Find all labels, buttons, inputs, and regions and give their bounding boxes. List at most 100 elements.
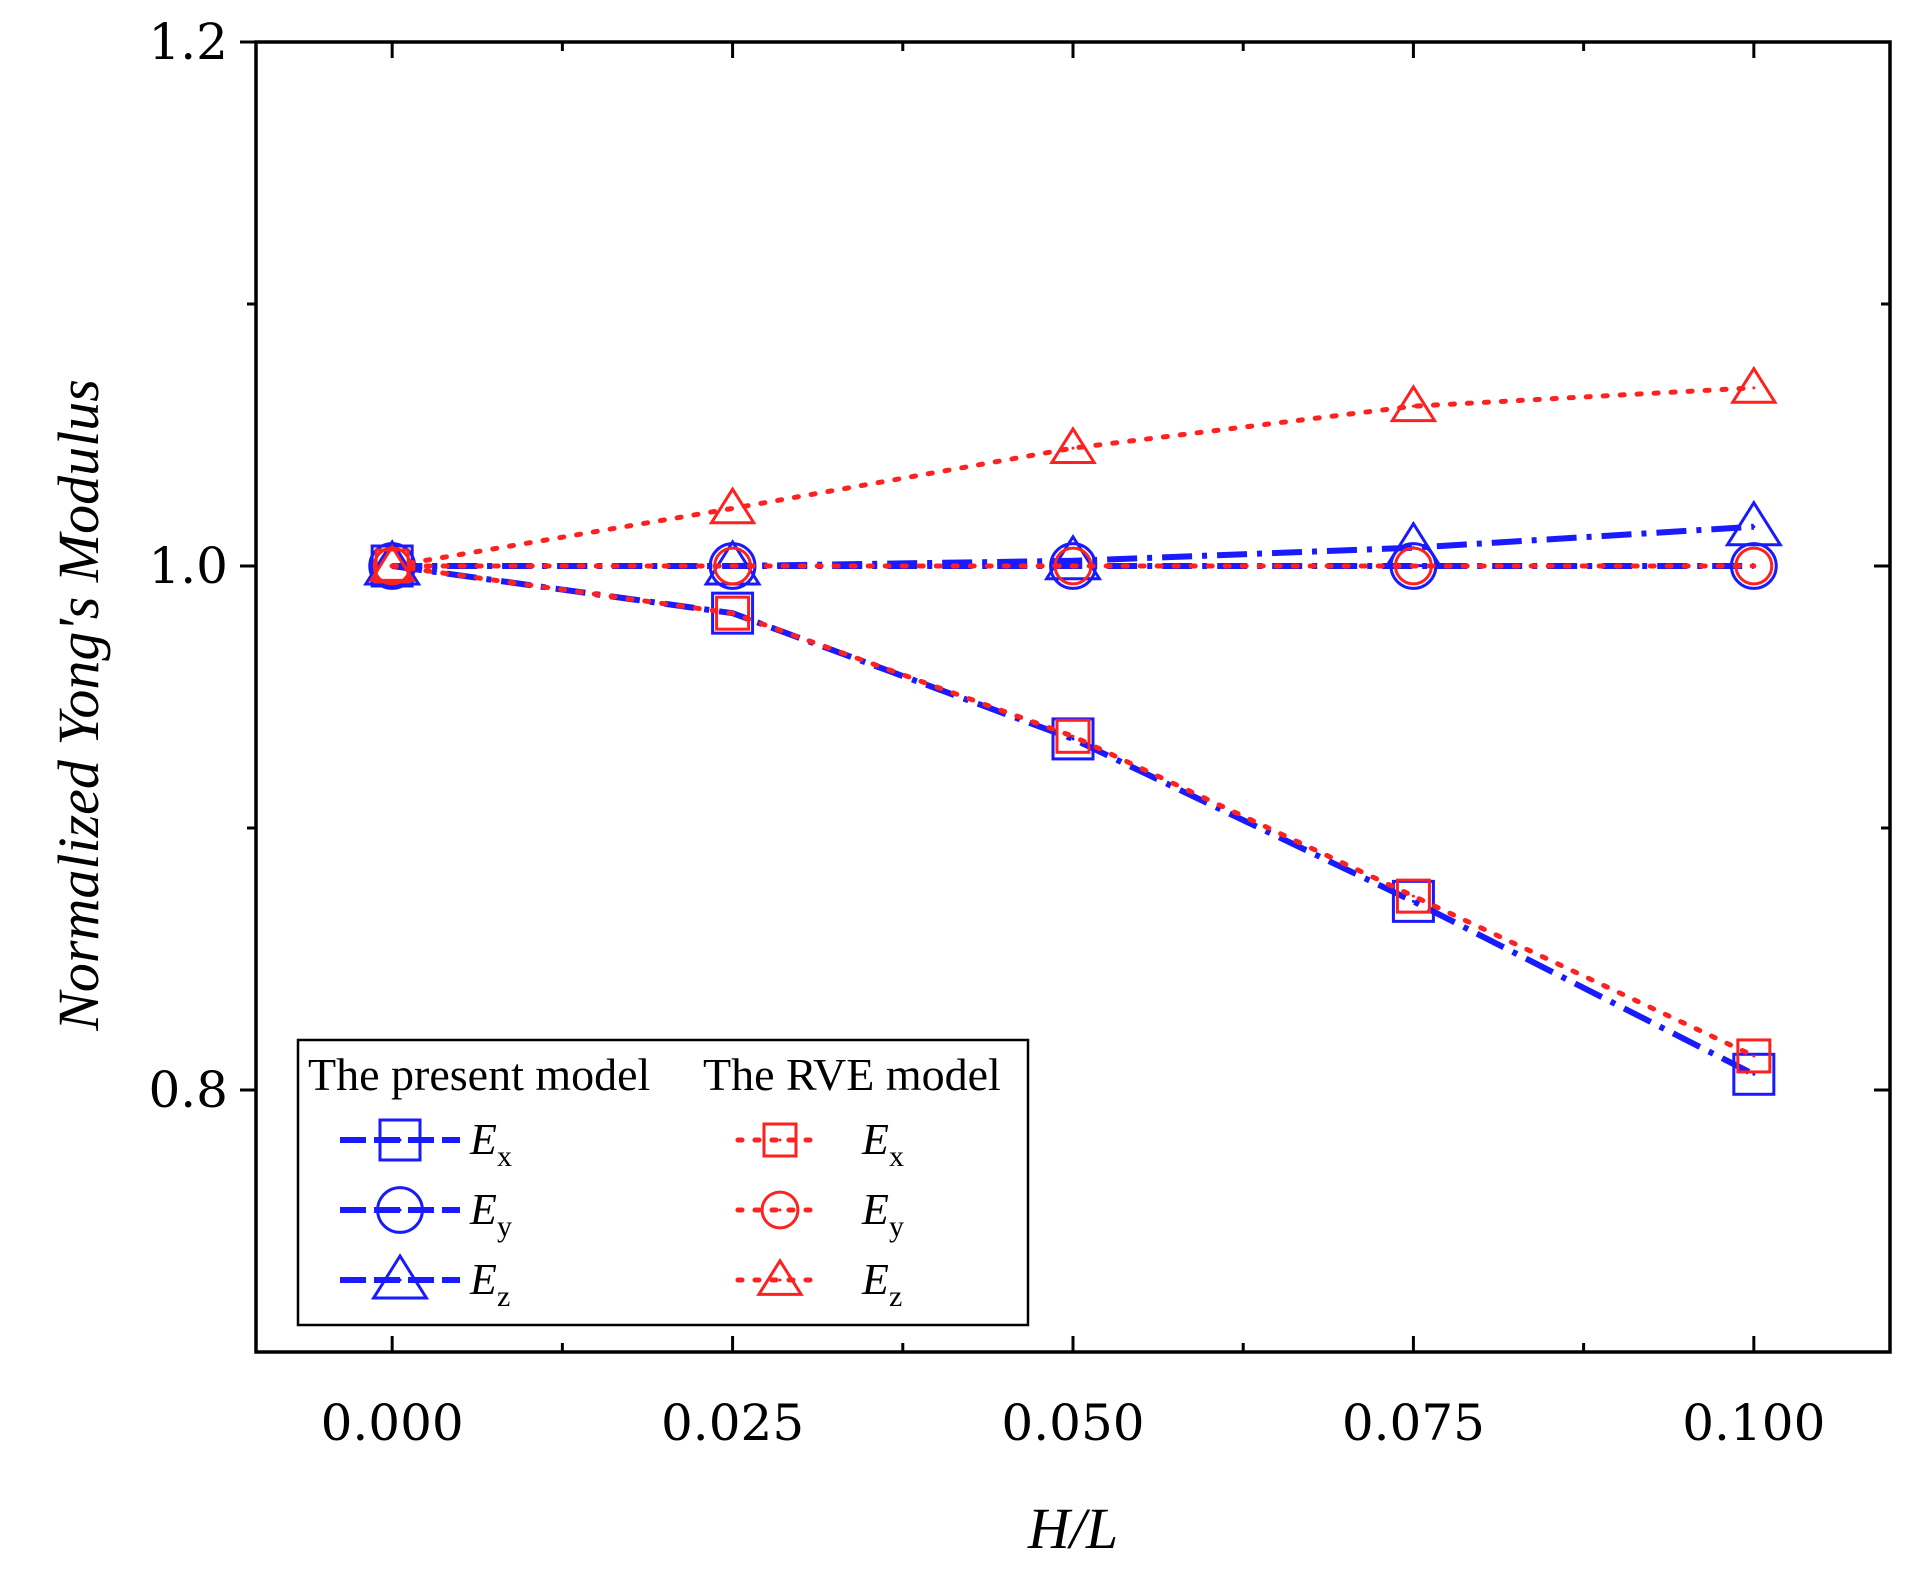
y-tick-label: 0.8: [148, 1061, 228, 1119]
data-point-rve-ex: [1395, 878, 1431, 914]
legend-marker-rve-ex: [762, 1122, 798, 1158]
data-point-rve-ex-center-dot: [1411, 894, 1415, 898]
series-rve-ex: [374, 548, 1772, 1074]
plot-area: [363, 365, 1783, 1096]
data-point-present-ex-center-dot: [1752, 1072, 1756, 1076]
legend-marker-rve-ez-center-dot: [778, 1278, 782, 1282]
data-point-rve-ex-shape: [1055, 718, 1091, 754]
data-point-rve-ey-center-dot: [731, 564, 735, 568]
legend-label-rve-ez: E: [861, 1255, 889, 1304]
legend-marker-present-ez: [370, 1253, 430, 1300]
data-point-rve-ey-center-dot: [1411, 564, 1415, 568]
x-tick-label: 0.050: [1001, 1394, 1144, 1452]
data-point-rve-ez-shape: [368, 543, 417, 582]
series-line-present-ex: [391, 563, 1756, 1077]
legend-marker-rve-ez: [756, 1257, 804, 1296]
data-point-rve-ey-shape: [1393, 546, 1433, 586]
legend-marker-present-ey-center-dot: [398, 1208, 402, 1212]
data-point-present-ez: [1724, 499, 1783, 547]
data-point-rve-ex-center-dot: [731, 611, 735, 615]
legend-marker-present-ex: [378, 1118, 422, 1162]
data-point-rve-ez-shape: [1049, 426, 1097, 464]
data-point-present-ez: [1043, 533, 1103, 581]
y-axis-title: Normalized Yong's Modulus: [46, 379, 111, 1032]
data-point-rve-ex-center-dot: [1071, 734, 1075, 738]
legend-label-present-ey: E: [469, 1185, 497, 1234]
data-point-rve-ex-shape: [715, 595, 751, 631]
data-point-rve-ex: [1736, 1038, 1772, 1074]
legend-label-rve-ex: E: [861, 1115, 889, 1164]
legend-label-sub-present-ey: y: [497, 1210, 512, 1243]
data-point-present-ex-center-dot: [1071, 737, 1075, 741]
legend-marker-rve-ez-shape: [756, 1257, 804, 1296]
legend-label-sub-present-ex: x: [497, 1140, 512, 1173]
data-point-present-ez-center-dot: [1071, 559, 1075, 563]
x-tick-label: 0.075: [1342, 1394, 1485, 1452]
legend-marker-present-ex-center-dot: [398, 1138, 402, 1142]
data-point-rve-ey: [1734, 546, 1774, 586]
legend-marker-rve-ex-center-dot: [778, 1138, 782, 1142]
legend-marker-present-ez-shape: [370, 1253, 430, 1300]
x-axis-title: H/L: [1027, 1496, 1118, 1561]
legend-heading-rve: The RVE model: [703, 1049, 1001, 1100]
axis-ticks: 0.000 0.025 0.050 0.075 0.100 0.8 1.0 1.2: [148, 13, 1890, 1452]
data-point-rve-ex-shape: [1395, 878, 1431, 914]
data-point-rve-ez: [368, 543, 417, 582]
data-point-present-ez-shape: [1043, 533, 1103, 581]
legend-label-present-ez: E: [469, 1255, 497, 1304]
data-point-present-ez-center-dot: [1752, 525, 1756, 529]
data-point-rve-ey-center-dot: [1071, 564, 1075, 568]
data-point-present-ex-shape: [711, 591, 755, 635]
legend-marker-rve-ey-shape: [760, 1190, 800, 1230]
legend-label-sub-rve-ey: y: [889, 1210, 904, 1243]
legend-label-sub-rve-ex: x: [889, 1140, 904, 1173]
legend-marker-rve-ex-shape: [762, 1122, 798, 1158]
legend-marker-present-ex-shape: [378, 1118, 422, 1162]
legend-marker-present-ey-shape: [376, 1186, 424, 1234]
y-tick-label: 1.0: [148, 537, 228, 595]
series-present-ex: [370, 544, 1776, 1096]
data-point-rve-ey: [1393, 546, 1433, 586]
y-tick-label: 1.2: [148, 13, 228, 71]
legend-heading-present: The present model: [308, 1049, 650, 1100]
x-tick-label: 0.000: [321, 1394, 464, 1452]
data-point-rve-ey-shape: [713, 546, 753, 586]
series-line-rve-ex: [389, 563, 1757, 1059]
data-point-rve-ez: [1729, 365, 1778, 404]
legend-label-sub-present-ez: z: [497, 1280, 510, 1313]
data-point-present-ex-center-dot: [1411, 899, 1415, 903]
data-point-rve-ex: [1055, 718, 1091, 754]
x-tick-label: 0.100: [1682, 1394, 1825, 1452]
data-point-rve-ey-center-dot: [1752, 564, 1756, 568]
x-tick-label: 0.025: [661, 1394, 804, 1452]
data-point-rve-ez-center-dot: [731, 506, 735, 510]
data-point-present-ez-shape: [1724, 499, 1783, 547]
data-point-present-ex: [1732, 1052, 1776, 1096]
legend-marker-present-ey: [376, 1186, 424, 1234]
data-point-rve-ez: [1049, 426, 1097, 464]
data-point-rve-ex-shape: [1736, 1038, 1772, 1074]
data-point-rve-ex-center-dot: [1752, 1054, 1756, 1058]
legend-marker-present-ez-center-dot: [398, 1278, 402, 1282]
data-point-rve-ez-center-dot: [390, 564, 394, 568]
data-point-rve-ez: [1389, 384, 1438, 423]
data-point-rve-ez-shape: [1729, 365, 1778, 404]
data-point-rve-ex: [715, 595, 751, 631]
legend-label-sub-rve-ez: z: [889, 1280, 902, 1313]
data-point-rve-ez-center-dot: [1071, 446, 1075, 450]
data-point-rve-ez-center-dot: [1752, 386, 1756, 390]
data-point-rve-ey: [1053, 546, 1093, 586]
data-point-rve-ey: [713, 546, 753, 586]
data-point-rve-ez: [708, 486, 757, 525]
data-point-rve-ez-shape: [1389, 384, 1438, 423]
legend-marker-rve-ey: [760, 1190, 800, 1230]
data-point-rve-ey-shape: [1734, 546, 1774, 586]
